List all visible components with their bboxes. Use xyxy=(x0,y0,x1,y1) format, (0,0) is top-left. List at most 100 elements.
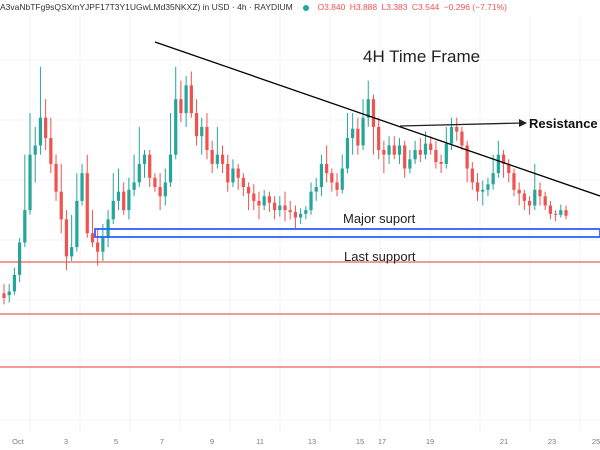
candle-body xyxy=(392,145,396,155)
candle-body xyxy=(434,150,438,163)
candle-body xyxy=(408,159,412,169)
candle-body xyxy=(267,196,272,203)
candle-body xyxy=(356,128,360,146)
open-value: O3.840 xyxy=(317,2,346,12)
candle-body xyxy=(59,191,63,220)
candle-body xyxy=(314,187,318,192)
candle-body xyxy=(460,131,464,146)
candle-body xyxy=(236,168,240,178)
candle-body xyxy=(283,205,287,211)
candle-body xyxy=(101,237,105,252)
candle-body xyxy=(418,150,422,155)
candle-body xyxy=(272,202,277,211)
candle-body xyxy=(371,99,376,127)
candle-body xyxy=(423,143,428,155)
candle-body xyxy=(517,189,521,194)
candle-body xyxy=(252,193,256,201)
candle-body xyxy=(231,168,235,183)
candle-body xyxy=(96,242,100,252)
candle-body xyxy=(80,173,84,201)
change-value: −0.296 (−7.71%) xyxy=(443,2,508,12)
candle-body xyxy=(168,154,173,183)
x-tick-label: 13 xyxy=(308,437,316,446)
candle-body xyxy=(38,117,43,146)
candle-body xyxy=(413,150,417,160)
resistance-label: Resistance T xyxy=(529,116,600,131)
candle-body xyxy=(439,162,443,164)
candle-body xyxy=(75,200,79,248)
candle-body xyxy=(501,154,506,164)
candle-body xyxy=(28,154,32,211)
candle-body xyxy=(246,187,251,194)
candle-body xyxy=(174,99,178,155)
candle-body xyxy=(444,143,448,164)
candles xyxy=(2,66,568,305)
candle-body xyxy=(548,205,553,214)
candle-body xyxy=(116,191,121,201)
candle-body xyxy=(403,145,407,169)
candle-body xyxy=(148,154,152,178)
chart-title: 4H Time Frame xyxy=(363,47,481,66)
x-tick-label: 23 xyxy=(548,437,556,446)
candle-body xyxy=(64,219,69,257)
resistance-trendline xyxy=(154,41,600,197)
candle-body xyxy=(465,145,469,169)
candle-body xyxy=(200,126,204,137)
candle-body xyxy=(220,154,225,164)
candle-body xyxy=(127,189,131,211)
candle-body xyxy=(309,191,313,211)
candle-body xyxy=(527,200,532,206)
x-tick-label: 17 xyxy=(378,437,386,446)
candle-body xyxy=(543,196,547,206)
candle-body xyxy=(481,189,485,192)
candle-body xyxy=(512,173,516,190)
candle-body xyxy=(486,184,490,190)
candle-body xyxy=(12,274,17,292)
candle-body xyxy=(153,177,157,188)
candle-body xyxy=(179,99,183,114)
candle-body xyxy=(564,210,568,216)
candle-body xyxy=(538,189,542,197)
candle-body xyxy=(382,150,386,155)
candle-body xyxy=(470,168,474,183)
candle-body xyxy=(351,128,355,139)
candle-body xyxy=(429,143,433,151)
candle-body xyxy=(455,126,459,132)
candle-body xyxy=(288,210,292,212)
x-tick-label: 15 xyxy=(356,437,364,446)
candle-body xyxy=(54,163,58,192)
candle-body xyxy=(262,196,266,206)
candle-body xyxy=(496,154,500,174)
x-tick-label: 7 xyxy=(160,437,164,446)
major-support-zone xyxy=(94,228,600,238)
candle-body xyxy=(241,177,245,188)
low-value: L3.383 xyxy=(381,2,408,12)
candle-body xyxy=(340,168,344,190)
x-axis: Oct 3 5 7 9 11 13 15 17 19 21 23 25 xyxy=(12,437,600,446)
candle-body xyxy=(377,126,381,151)
resistance-arrow-line xyxy=(399,122,523,127)
candle-body xyxy=(361,117,365,146)
candle-body xyxy=(7,291,11,296)
candle-body xyxy=(345,138,350,169)
x-tick-label: 11 xyxy=(256,437,264,446)
candle-body xyxy=(184,85,188,114)
x-tick-label: 3 xyxy=(64,437,68,446)
x-tick-label: 9 xyxy=(210,437,214,446)
candle-body xyxy=(23,210,27,243)
candle-body xyxy=(132,182,136,190)
candle-body xyxy=(210,150,214,164)
grid-lines xyxy=(0,16,600,432)
candle-body xyxy=(226,163,230,183)
candle-body xyxy=(491,173,495,185)
candle-body xyxy=(122,191,126,211)
x-tick-label: 25 xyxy=(592,437,600,446)
candle-body xyxy=(475,182,480,192)
x-tick-label: Oct xyxy=(12,437,25,446)
candle-body xyxy=(215,154,219,164)
candle-body xyxy=(278,205,282,211)
candle-body xyxy=(70,247,74,257)
candle-body xyxy=(49,138,53,164)
candle-body xyxy=(553,213,558,215)
